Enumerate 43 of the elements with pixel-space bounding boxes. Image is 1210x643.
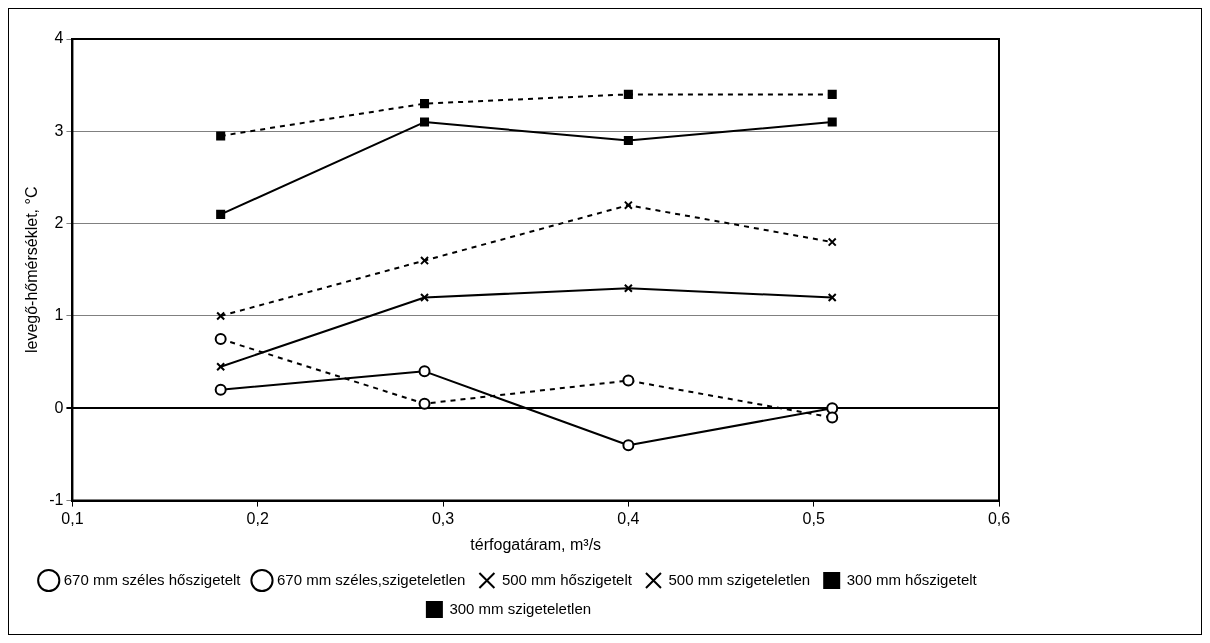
x-tick-label: 0,1: [61, 509, 84, 527]
legend-label: 670 mm széles hőszigetelt: [63, 570, 242, 588]
point: [827, 89, 837, 99]
point: [827, 292, 837, 303]
point: [418, 397, 431, 410]
x-tick-label: 0,2: [246, 509, 269, 527]
point: [826, 411, 839, 424]
point: [216, 311, 226, 321]
point: [623, 136, 633, 146]
legend-label: 500 mm hőszigetelt: [501, 570, 633, 588]
point: [623, 200, 633, 210]
point: [827, 117, 837, 127]
legend-label: 300 mm hőszigetelt: [846, 570, 978, 588]
point: [214, 383, 227, 396]
point: [419, 292, 430, 303]
y-tick-label: 0: [54, 398, 64, 416]
point: [622, 439, 635, 452]
point: [419, 117, 430, 127]
point: [216, 209, 226, 219]
legend-label: 670 mm széles,szigeteletlen: [276, 570, 466, 588]
y-tick-label: -1: [49, 491, 64, 509]
point: [623, 283, 633, 293]
point: [419, 99, 430, 109]
point: [418, 365, 431, 378]
point: [216, 362, 226, 372]
point: [216, 131, 226, 141]
x-tick-label: 0,6: [987, 509, 1011, 527]
x-axis-title: térfogatáram, m³/s: [470, 535, 602, 553]
y-axis-title: levegő-hőmérséklet, °C: [23, 186, 41, 354]
legend-label: 500 mm szigeteletlen: [668, 570, 811, 588]
y-tick-label: 3: [54, 121, 64, 139]
point: [214, 333, 227, 346]
y-tick-label: 4: [54, 29, 64, 47]
point: [827, 237, 837, 247]
point: [623, 89, 633, 99]
point: [419, 256, 430, 266]
legend-label: 300 mm szigeteletlen: [449, 599, 592, 617]
x-tick-label: 0,3: [431, 509, 455, 527]
y-tick-label: 1: [54, 306, 64, 324]
point: [622, 374, 635, 387]
x-tick-label: 0,5: [802, 509, 825, 527]
x-tick-label: 0,4: [617, 509, 640, 527]
y-tick-label: 2: [54, 214, 64, 232]
